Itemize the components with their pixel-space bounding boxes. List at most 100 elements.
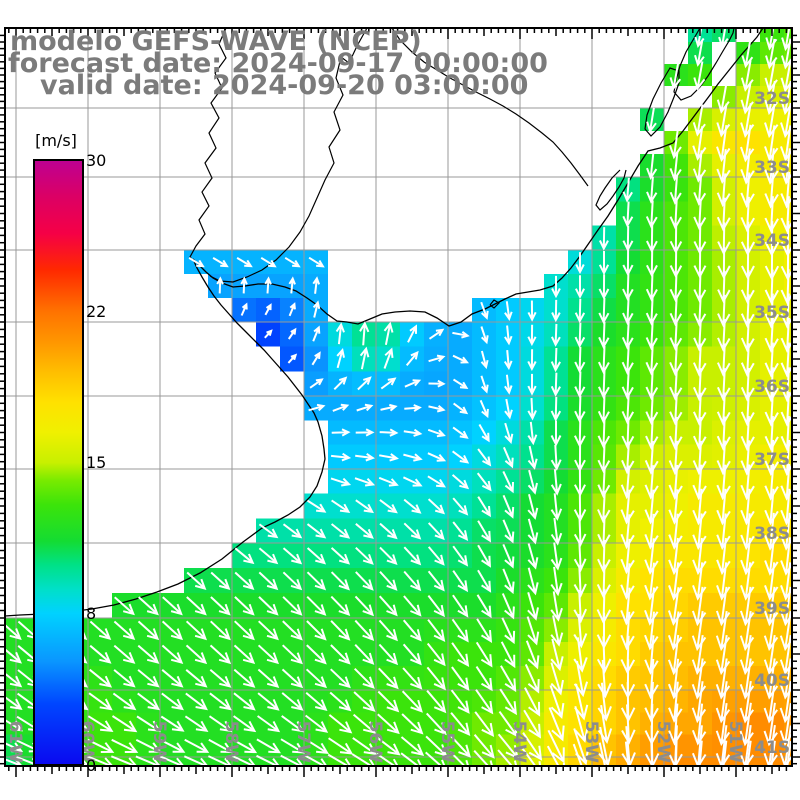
wind-arrow	[764, 562, 779, 601]
wind-arrow	[598, 726, 613, 767]
wind-arrow	[692, 562, 707, 601]
wind-arrow	[574, 346, 586, 374]
wind-arrow	[282, 596, 303, 616]
wind-arrow	[480, 301, 489, 320]
wind-arrow	[188, 257, 205, 268]
wind-arrow	[716, 149, 731, 184]
wind-arrow	[209, 692, 232, 711]
wind-arrow	[233, 668, 256, 688]
river-line	[391, 27, 589, 187]
wind-arrow	[620, 611, 635, 651]
wind-arrow	[474, 711, 495, 737]
wind-arrow	[779, 658, 795, 700]
wind-arrow	[428, 404, 446, 413]
wind-arrow	[380, 377, 397, 390]
wind-arrow	[573, 613, 588, 649]
wind-arrow	[330, 452, 352, 462]
wind-arrow	[355, 499, 374, 514]
wind-arrow	[281, 715, 305, 733]
colorbar-tick-0: 0	[86, 756, 97, 775]
wind-arrow	[717, 319, 731, 352]
wind-arrow	[137, 644, 160, 664]
wind-arrow	[379, 453, 399, 462]
wind-arrow	[550, 662, 564, 696]
wind-arrow	[379, 571, 398, 591]
wind-arrow	[477, 448, 492, 467]
wind-arrow	[550, 591, 563, 622]
wind-arrow	[428, 328, 445, 340]
wind-arrow	[264, 276, 272, 294]
wind-arrow	[452, 570, 469, 593]
wind-arrow	[280, 738, 305, 754]
wind-arrow	[306, 547, 327, 565]
lon-label: 51W	[725, 721, 745, 764]
wind-arrow	[500, 641, 516, 669]
wind-arrow	[89, 668, 113, 688]
wind-arrow	[644, 611, 659, 651]
wind-arrow	[668, 489, 683, 525]
wind-arrow	[740, 172, 755, 208]
wind-arrow	[621, 441, 635, 475]
wind-arrow	[574, 683, 589, 721]
wind-arrow	[764, 317, 779, 353]
wind-arrow	[550, 566, 563, 597]
wind-arrow	[403, 522, 422, 540]
wind-arrow	[550, 638, 564, 672]
wind-arrow	[186, 596, 207, 616]
wind-arrow	[547, 729, 565, 764]
wind-arrow	[779, 703, 795, 746]
wind-arrow	[716, 173, 731, 208]
wind-arrow	[502, 544, 515, 569]
wind-arrow	[354, 477, 376, 487]
wind-arrow	[404, 379, 422, 388]
wind-arrow	[621, 741, 637, 784]
wind-arrow	[264, 303, 272, 316]
wind-arrow	[383, 321, 394, 345]
wind-arrow	[693, 319, 707, 352]
wind-arrow	[210, 596, 231, 616]
wind-arrow	[240, 302, 248, 316]
wind-arrow	[764, 293, 779, 329]
lat-label: 33S	[754, 158, 790, 178]
wind-arrow	[452, 331, 470, 339]
wind-arrow	[645, 393, 659, 426]
wind-arrow	[88, 692, 113, 711]
wind-arrow	[427, 522, 445, 541]
wind-arrow	[425, 735, 448, 757]
lat-label: 35S	[754, 303, 790, 323]
wind-arrow	[425, 712, 447, 736]
wind-arrow	[598, 742, 613, 783]
wind-arrow	[402, 476, 423, 487]
wind-arrow	[572, 743, 589, 781]
wind-arrow	[452, 545, 469, 567]
wind-arrow	[234, 620, 255, 641]
wind-arrow	[304, 714, 329, 733]
wind-arrow	[450, 712, 471, 736]
wind-arrow	[764, 537, 779, 576]
wind-arrow	[331, 499, 351, 513]
wind-arrow	[740, 416, 755, 452]
wind-arrow	[622, 177, 633, 203]
wind-arrow	[330, 477, 352, 487]
wind-arrow	[354, 644, 375, 665]
wind-arrow	[427, 619, 446, 643]
wind-arrow	[504, 325, 513, 346]
wind-arrow	[451, 642, 470, 667]
wind-arrow	[184, 715, 209, 732]
wind-arrow	[208, 738, 234, 754]
wind-arrow	[716, 440, 731, 476]
wind-arrow	[475, 689, 494, 715]
wind-arrow	[667, 611, 683, 651]
wind-arrow	[551, 275, 561, 299]
wind-arrow	[257, 668, 280, 688]
lat-label: 41S	[754, 738, 790, 758]
wind-arrow	[112, 692, 137, 711]
wind-arrow	[740, 537, 755, 576]
wind-arrow	[480, 350, 489, 370]
wind-arrow	[257, 715, 281, 733]
wind-arrow	[527, 324, 537, 347]
wind-arrow	[89, 644, 112, 664]
river-line	[189, 27, 227, 261]
wind-arrow	[378, 643, 399, 666]
wind-arrow	[450, 689, 470, 714]
